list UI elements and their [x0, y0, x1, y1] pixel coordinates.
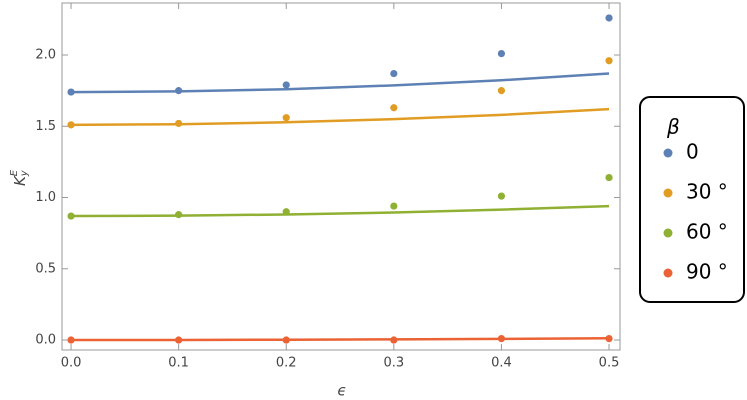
data-point: [390, 202, 398, 210]
data-point: [282, 114, 290, 122]
x-tick-label: 0.4: [491, 356, 512, 371]
data-point: [175, 119, 183, 128]
data-point: [605, 334, 613, 343]
fit-line: [71, 107, 610, 127]
fit-line: [71, 204, 610, 218]
data-point: [605, 173, 613, 182]
data-point: [390, 69, 398, 78]
x-tick-label: 0.2: [276, 356, 297, 371]
y-tick-label: 0.5: [35, 261, 56, 276]
data-point: [67, 121, 75, 129]
legend-marker: [663, 188, 673, 198]
y-label-sup: E: [9, 169, 20, 176]
y-axis-label: KyE: [9, 169, 30, 186]
data-point: [67, 336, 75, 344]
legend: β 0 30 ° 60 ° 90 °: [639, 96, 745, 303]
x-tick-label: 0.5: [599, 356, 620, 371]
legend-marker: [663, 268, 673, 278]
legend-box: [639, 96, 745, 303]
plot-frame: [61, 2, 621, 351]
data-point: [390, 336, 398, 344]
y-tick-label: 1.5: [35, 119, 56, 134]
x-tick-label: 0.1: [168, 356, 189, 371]
legend-label: 0: [686, 140, 699, 164]
data-point: [605, 57, 613, 65]
data-point: [282, 81, 290, 89]
legend-label: 60 °: [686, 220, 728, 244]
data-point: [497, 87, 506, 95]
data-point: [282, 208, 290, 216]
data-point: [67, 88, 75, 96]
x-axis-label: ϵ: [337, 382, 346, 400]
data-point: [67, 212, 75, 220]
data-point: [497, 49, 506, 58]
data-point: [390, 104, 398, 112]
data-point: [497, 192, 506, 200]
legend-title: β: [666, 115, 680, 139]
fit-line: [71, 72, 610, 94]
y-tick-label: 1.0: [35, 190, 56, 205]
data-point: [175, 336, 183, 344]
legend-marker: [663, 228, 673, 238]
y-tick-label: 0.0: [35, 333, 56, 348]
data-point: [175, 87, 183, 95]
data-point: [282, 336, 290, 344]
data-point: [497, 334, 506, 343]
x-tick-label: 0.0: [61, 356, 82, 371]
y-label-sub: y: [19, 169, 30, 177]
data-point: [175, 211, 183, 219]
x-tick-label: 0.3: [383, 356, 404, 371]
data-point: [605, 14, 613, 22]
y-tick-label: 2.0: [35, 48, 56, 63]
legend-marker: [663, 148, 673, 158]
y-label-base: K: [11, 175, 29, 186]
legend-label: 30 °: [686, 180, 728, 204]
legend-label: 90 °: [686, 260, 728, 284]
fit-line: [71, 336, 610, 342]
